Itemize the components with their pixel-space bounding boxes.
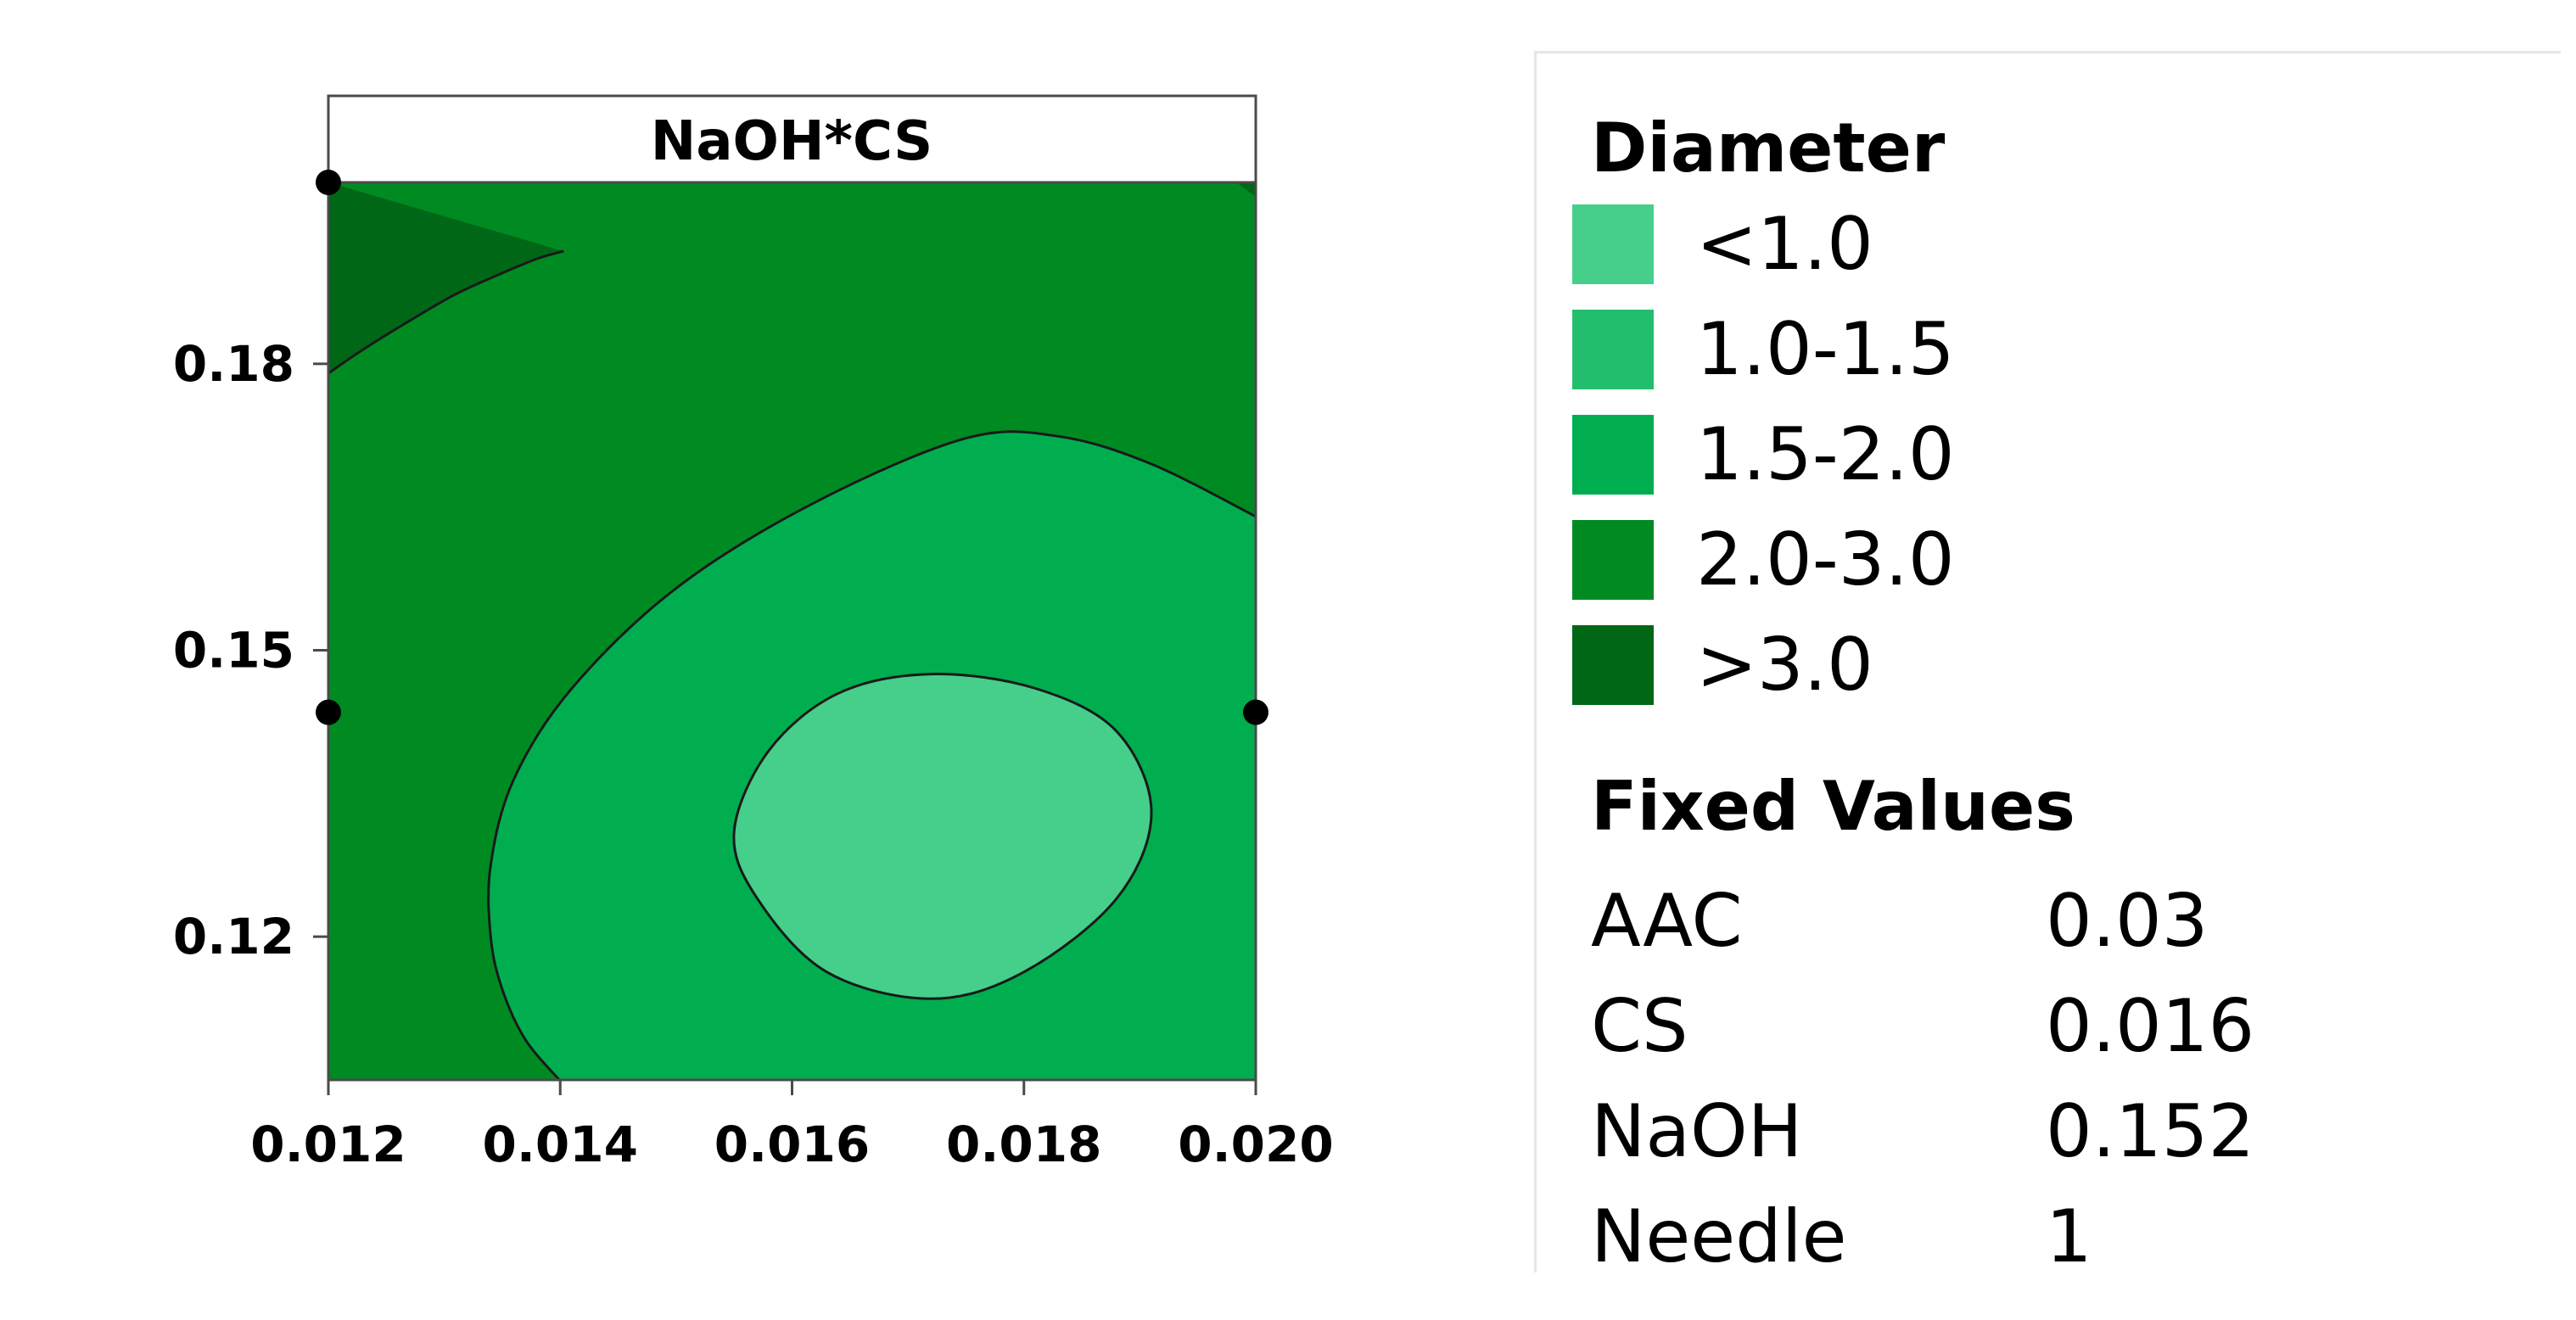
- fixed-value-number: 0.03: [2046, 879, 2209, 964]
- contour-line: [487, 430, 1257, 1082]
- contour-region-lt-1: [733, 674, 1151, 999]
- fixed-value-number: 0.016: [2046, 984, 2255, 1069]
- legend-label: 1.5-2.0: [1696, 412, 1955, 497]
- fixed-value-name: Needle: [1591, 1194, 1847, 1279]
- x-tick-label: 0.016: [714, 1116, 870, 1173]
- legend-swatch: [1572, 625, 1654, 705]
- legend-item: 1.5-2.0: [1572, 415, 2251, 496]
- center-point-marker: [316, 170, 341, 195]
- x-tick-label: 0.014: [483, 1116, 638, 1173]
- fixed-value-row: NaOH 0.152: [1591, 1095, 2524, 1180]
- legend-label: >3.0: [1696, 623, 1873, 708]
- fixed-value-name: CS: [1591, 984, 1688, 1069]
- legend-swatch: [1572, 415, 1654, 495]
- contour-layer: [328, 182, 1257, 1082]
- x-tick-label: 0.020: [1178, 1116, 1333, 1173]
- legend-item: 2.0-3.0: [1572, 520, 2251, 601]
- center-markers: [316, 170, 1268, 725]
- contour-plot: NaOH*CS 0.012 0.014 0.016 0.018 0.020 0.12 0.1…: [173, 94, 1334, 1173]
- legend-item: <1.0: [1572, 204, 2251, 286]
- legend-label: <1.0: [1696, 202, 1873, 287]
- legend-panel: Diameter <1.0 1.0-1.5 1.5-2.0 2.0-3.0 >3…: [1534, 51, 2561, 1273]
- x-tick-label: 0.012: [250, 1116, 406, 1173]
- fixed-value-number: 1: [2046, 1194, 2092, 1279]
- center-point-marker: [1243, 699, 1268, 725]
- contour-region-gt-3-corner: [1235, 182, 1256, 197]
- legend-item: >3.0: [1572, 625, 2251, 707]
- panel-title-strip: [327, 94, 1257, 184]
- fixed-value-row: CS 0.016: [1591, 990, 2524, 1075]
- legend-swatch: [1572, 204, 1654, 284]
- contour-region-gt-3: [328, 182, 564, 374]
- legend-label: 1.0-1.5: [1696, 307, 1955, 392]
- legend-swatch: [1572, 520, 1654, 600]
- center-point-marker: [316, 699, 341, 725]
- legend-swatch: [1572, 310, 1654, 389]
- fixed-value-row: AAC 0.03: [1591, 885, 2524, 970]
- panel-title: NaOH*CS: [651, 110, 932, 173]
- legend-label: 2.0-3.0: [1696, 517, 1955, 602]
- y-tick-label: 0.18: [173, 335, 294, 393]
- contour-line: [328, 249, 564, 375]
- fixed-value-number: 0.152: [2046, 1089, 2255, 1174]
- y-tick-label: 0.12: [173, 908, 294, 965]
- fixed-value-row: Needle 1: [1591, 1200, 2524, 1285]
- fixed-values-title: Fixed Values: [1591, 767, 2075, 846]
- x-tick-label: 0.018: [946, 1116, 1101, 1173]
- axes-layer: 0.012 0.014 0.016 0.018 0.020 0.12 0.15 0.18: [173, 335, 1334, 1173]
- legend-title: Diameter: [1591, 109, 1946, 187]
- fixed-value-name: AAC: [1591, 879, 1743, 964]
- fixed-value-name: NaOH: [1591, 1089, 1803, 1174]
- legend-item: 1.0-1.5: [1572, 310, 2251, 391]
- contour-line: [732, 673, 1153, 1000]
- y-tick-label: 0.15: [173, 622, 294, 680]
